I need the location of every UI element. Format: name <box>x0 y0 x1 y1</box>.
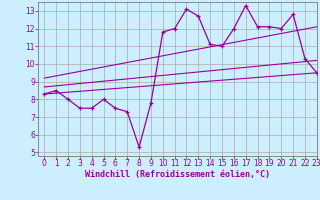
X-axis label: Windchill (Refroidissement éolien,°C): Windchill (Refroidissement éolien,°C) <box>85 170 270 179</box>
